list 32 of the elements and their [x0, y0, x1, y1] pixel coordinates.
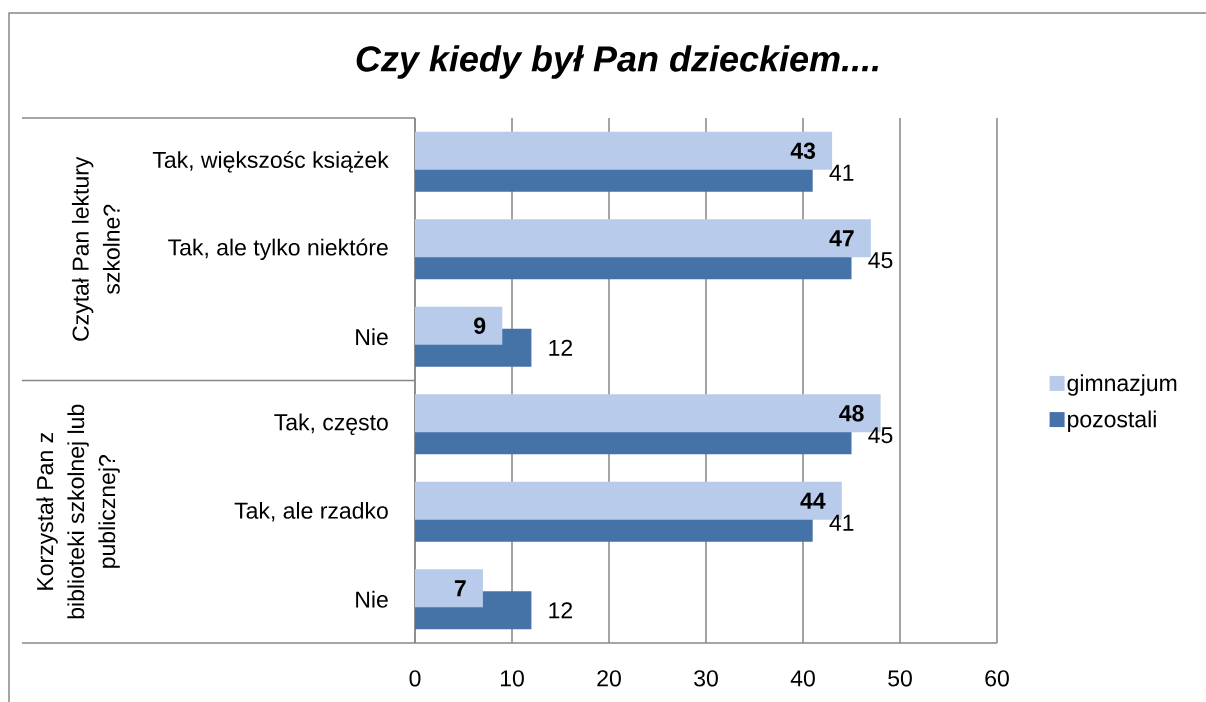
legend-label: pozostali: [1068, 410, 1156, 432]
data-label: 48: [839, 405, 864, 422]
y-tick-label: Nie: [356, 328, 388, 346]
data-label: 41: [829, 514, 854, 531]
y-tick-label: Tak, ale tylko niektóre: [168, 238, 388, 261]
bar: [415, 306, 503, 345]
data-label: 45: [868, 252, 893, 269]
x-tick-label: 40: [790, 670, 815, 687]
y-tick-label: Tak, większośc książek: [152, 150, 389, 173]
data-label: 47: [829, 230, 854, 247]
y-tick-label: Tak, często: [274, 413, 388, 435]
x-tick-label: 30: [694, 670, 718, 687]
text: Czytał Pan lektury szkolne?: [71, 156, 120, 341]
data-label: 44: [800, 492, 826, 509]
x-tick-label: 10: [500, 670, 524, 687]
data-label: 45: [868, 427, 893, 444]
legend-label: gimnazjum: [1067, 374, 1177, 396]
data-label: 41: [829, 164, 854, 181]
chart-title: Czy kiedy był Pan dzieckiem....: [356, 45, 879, 79]
y-tick-label: Nie: [356, 590, 388, 608]
x-tick-label: 60: [985, 670, 1009, 687]
y-tick-label: Tak, ale rzadko: [234, 501, 388, 522]
data-label: 12: [549, 602, 573, 619]
data-label: 9: [474, 317, 486, 334]
bar: [415, 569, 483, 608]
data-label: 7: [454, 580, 466, 597]
x-tick-label: 20: [597, 670, 621, 687]
data-label: 43: [790, 142, 816, 159]
x-tick-label: 0: [409, 670, 421, 687]
text: Korzystał Pan z biblioteki szkolnej lub publicznej?: [36, 404, 120, 619]
data-label: 12: [549, 339, 573, 356]
x-tick-label: 50: [888, 670, 912, 687]
